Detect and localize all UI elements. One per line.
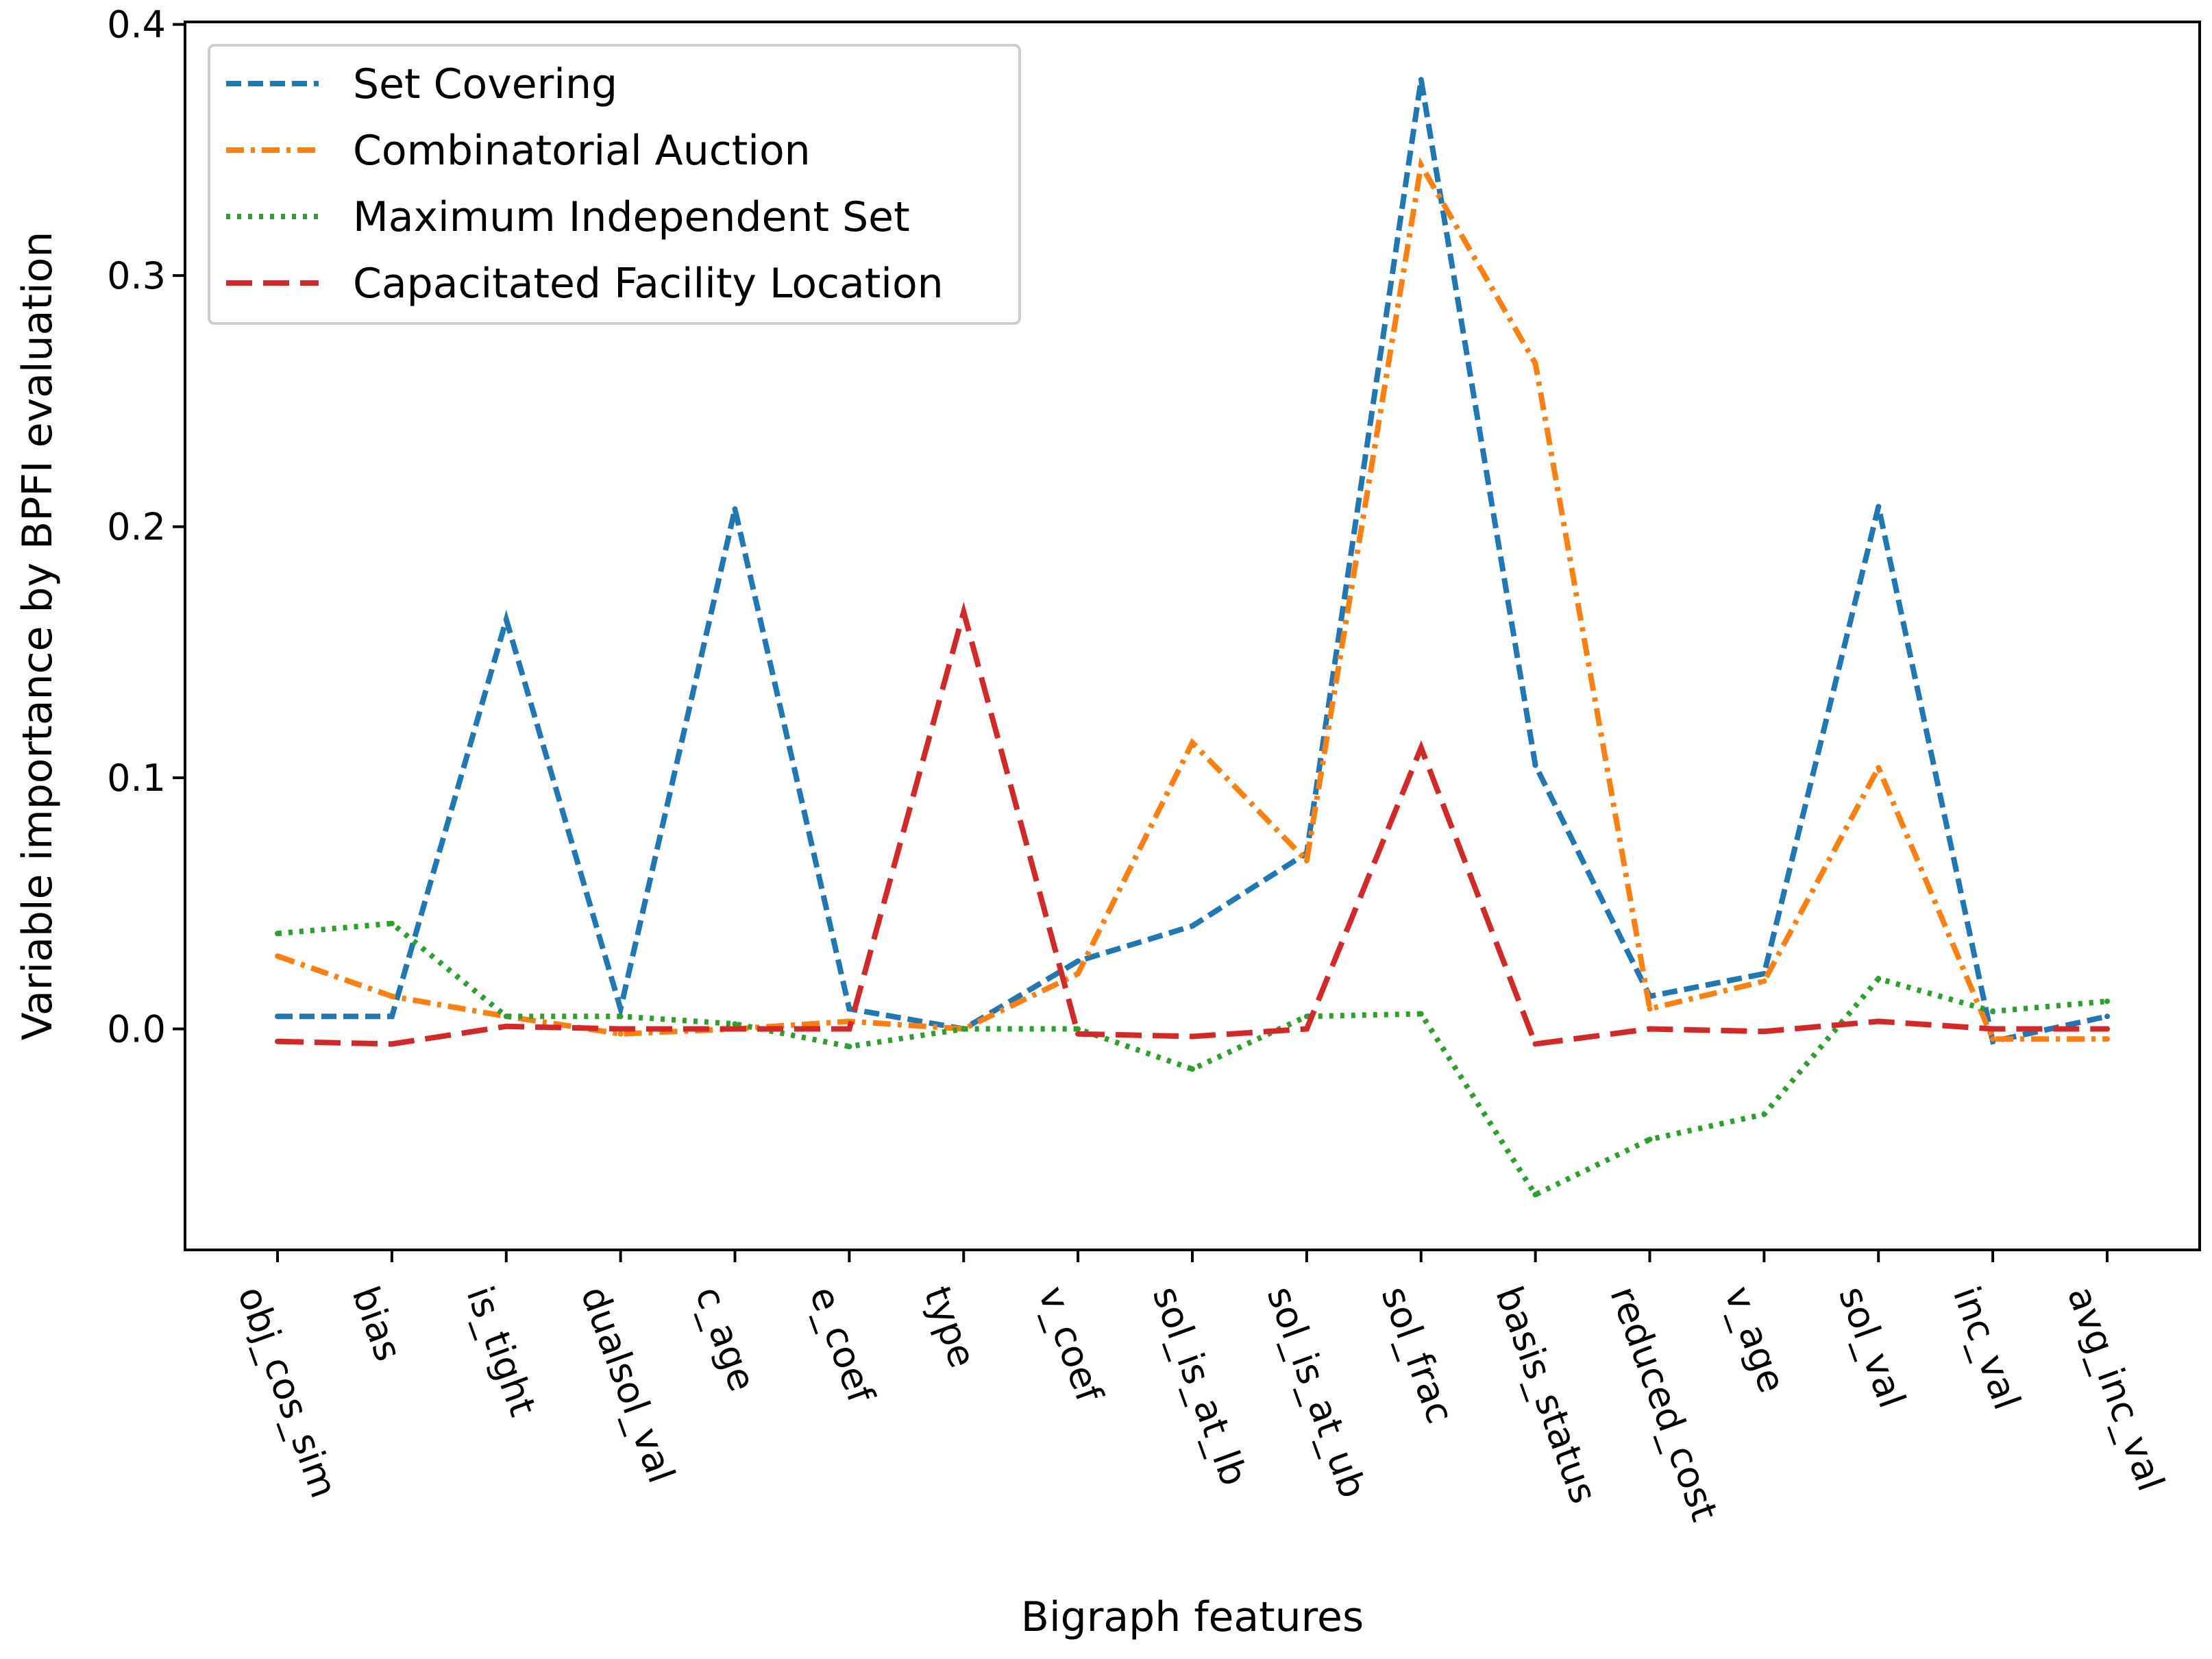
data-point-s1-9 — [1190, 923, 1195, 929]
data-point-s1-12 — [1532, 762, 1538, 768]
data-point-s3-4 — [617, 1013, 624, 1020]
data-point-s3-9 — [1190, 1066, 1195, 1072]
data-point-s3-10 — [1303, 1013, 1310, 1020]
data-point-s1-15 — [1876, 504, 1882, 510]
data-point-s4-10 — [1303, 1026, 1310, 1032]
data-point-s2-15 — [1876, 765, 1882, 771]
data-point-s3-15 — [1876, 976, 1882, 982]
x-axis-title: Bigraph features — [1021, 1593, 1364, 1641]
y-tick-label-4: 0.3 — [107, 254, 166, 297]
data-point-s4-1 — [275, 1038, 280, 1044]
data-point-s3-8 — [1075, 1026, 1081, 1032]
data-point-s1-17 — [2104, 1013, 2110, 1020]
data-point-s4-11 — [1418, 745, 1424, 751]
data-point-s3-11 — [1418, 1011, 1424, 1017]
y-axis-title: Variable importance by BPFI evaluation — [14, 232, 62, 1041]
data-point-s2-9 — [1190, 739, 1195, 746]
data-point-s4-12 — [1532, 1041, 1538, 1047]
data-point-s3-7 — [961, 1026, 967, 1032]
data-point-s1-4 — [617, 1006, 624, 1012]
data-point-s4-5 — [732, 1026, 738, 1032]
y-tick-label-1: 0.0 — [107, 1008, 166, 1051]
data-point-s3-3 — [503, 1013, 509, 1020]
data-point-s4-6 — [846, 1026, 852, 1032]
data-point-s2-13 — [1647, 1006, 1653, 1012]
data-point-s4-13 — [1647, 1026, 1653, 1032]
data-point-s2-1 — [275, 953, 280, 959]
data-point-s4-14 — [1761, 1029, 1767, 1035]
legend-label-1: Set Covering — [353, 60, 617, 108]
data-point-s2-10 — [1303, 858, 1310, 863]
data-point-s3-14 — [1761, 1111, 1767, 1118]
data-point-s3-6 — [846, 1044, 852, 1050]
data-point-s2-8 — [1075, 970, 1081, 976]
data-point-s2-2 — [389, 993, 395, 999]
data-point-s2-12 — [1532, 360, 1538, 367]
data-point-s1-11 — [1418, 77, 1424, 83]
data-point-s1-2 — [389, 1013, 395, 1020]
data-point-s3-12 — [1532, 1192, 1538, 1198]
data-point-s2-11 — [1418, 162, 1424, 168]
data-point-s3-1 — [275, 931, 280, 937]
data-point-s4-3 — [503, 1023, 509, 1029]
data-point-s2-14 — [1761, 978, 1767, 984]
legend-box — [208, 44, 1021, 325]
data-point-s2-17 — [2104, 1036, 2110, 1042]
data-point-s1-8 — [1075, 958, 1081, 964]
data-point-s3-16 — [1990, 1008, 1996, 1014]
data-point-s4-2 — [389, 1041, 395, 1047]
legend-label-4: Capacitated Facility Location — [353, 260, 944, 308]
data-point-s3-5 — [732, 1021, 738, 1027]
legend-label-3: Maximum Independent Set — [353, 193, 910, 241]
data-point-s2-16 — [1990, 1036, 1996, 1042]
data-point-s4-17 — [2104, 1026, 2110, 1032]
data-point-s3-13 — [1647, 1136, 1653, 1142]
data-point-s4-9 — [1190, 1033, 1195, 1040]
y-tick-label-2: 0.1 — [107, 757, 166, 800]
data-point-s4-7 — [961, 609, 967, 615]
data-point-s1-1 — [275, 1013, 280, 1020]
y-tick-label-5: 0.4 — [107, 3, 166, 47]
data-point-s1-3 — [503, 617, 509, 623]
data-point-s4-16 — [1990, 1026, 1996, 1032]
data-point-s4-8 — [1075, 1031, 1081, 1037]
data-point-s3-17 — [2104, 998, 2110, 1005]
data-point-s4-4 — [617, 1026, 624, 1032]
data-point-s2-4 — [617, 1031, 624, 1037]
data-point-s3-2 — [389, 920, 395, 926]
data-point-s4-15 — [1876, 1018, 1882, 1024]
legend-label-2: Combinatorial Auction — [353, 127, 811, 175]
data-point-s1-5 — [732, 506, 738, 512]
y-tick-label-3: 0.2 — [107, 506, 166, 549]
data-point-s1-6 — [846, 1006, 852, 1012]
